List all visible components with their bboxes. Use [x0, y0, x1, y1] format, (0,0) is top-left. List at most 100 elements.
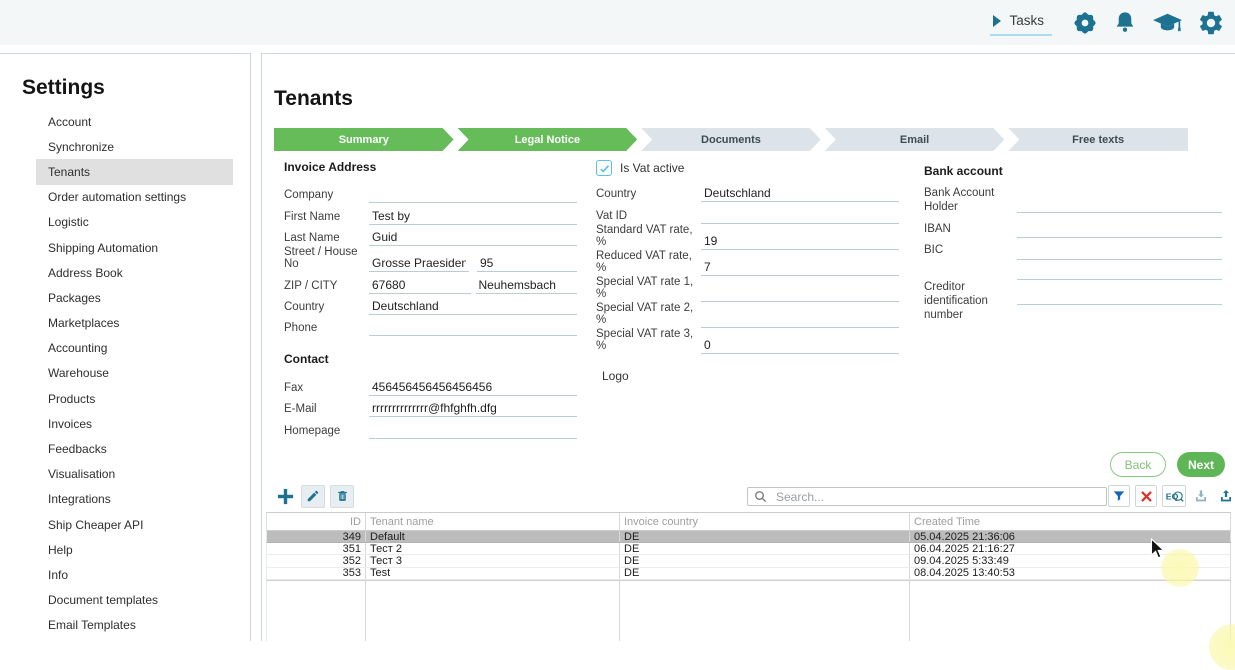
- tab-summary[interactable]: Summary: [274, 128, 454, 151]
- download-button[interactable]: [1191, 486, 1211, 506]
- tenants-table: ID Tenant name Invoice country Created T…: [266, 512, 1231, 641]
- sidebar-item-info[interactable]: Info: [48, 567, 69, 582]
- table-header-row: ID Tenant name Invoice country Created T…: [266, 512, 1231, 531]
- clear-x-icon: [1140, 490, 1152, 502]
- cell-id: 353: [267, 567, 366, 579]
- bank-account-section: Bank account Bank Account Holder IBAN BI…: [924, 164, 1222, 325]
- invoice-address-section: Invoice Address Company First Name Last …: [284, 160, 577, 439]
- special-vat-rate-3-field[interactable]: [701, 336, 899, 354]
- house-no-field[interactable]: [477, 255, 577, 273]
- email-field[interactable]: [369, 400, 577, 418]
- sidebar-item-integrations[interactable]: Integrations: [48, 492, 111, 507]
- sidebar-item-products[interactable]: Products: [48, 391, 96, 406]
- is-vat-active-checkbox[interactable]: [596, 160, 612, 176]
- sidebar-item-packages[interactable]: Packages: [48, 290, 101, 305]
- search-input[interactable]: [774, 488, 1102, 505]
- last-name-label: Last Name: [284, 232, 340, 245]
- first-name-field[interactable]: [369, 207, 577, 225]
- zip-field[interactable]: [369, 276, 471, 294]
- sidebar-item-accounting[interactable]: Accounting: [48, 341, 108, 356]
- sidebar-item-help[interactable]: Help: [48, 542, 73, 557]
- table-row[interactable]: 349 Default DE 05.04.2025 21:36:06: [266, 531, 1231, 544]
- street-house-label: Street / House No: [284, 246, 358, 271]
- table-empty-area: [266, 579, 1231, 641]
- graduation-cap-icon[interactable]: [1151, 11, 1184, 35]
- gear-icon[interactable]: [1197, 9, 1225, 37]
- tab-free-texts[interactable]: Free texts: [1008, 128, 1188, 151]
- bank-holder-label: Bank Account Holder: [924, 187, 995, 214]
- back-button[interactable]: Back: [1110, 452, 1166, 477]
- search-icon: [755, 491, 767, 503]
- sidebar-item-email-templates[interactable]: Email Templates: [48, 618, 136, 633]
- sidebar-item-document-templates[interactable]: Document templates: [48, 593, 159, 608]
- creditor-id-field[interactable]: [1017, 287, 1222, 305]
- column-header-invoice-country[interactable]: Invoice country: [620, 513, 910, 530]
- upload-icon: [1221, 490, 1231, 502]
- table-row[interactable]: 353 Test DE 08.04.2025 13:40:53: [266, 567, 1231, 580]
- city-field[interactable]: [475, 276, 577, 294]
- column-header-created-time[interactable]: Created Time: [910, 513, 1231, 530]
- special-vat-rate-1-field[interactable]: [701, 284, 899, 302]
- sidebar-item-feedbacks[interactable]: Feedbacks: [48, 442, 107, 457]
- sidebar-item-address-book[interactable]: Address Book: [48, 265, 123, 280]
- logo-label: Logo: [602, 368, 629, 383]
- homepage-label: Homepage: [284, 424, 341, 437]
- sidebar-item-warehouse[interactable]: Warehouse: [48, 366, 109, 381]
- vat-id-field[interactable]: [701, 206, 899, 224]
- table-row[interactable]: 351 Тест 2 DE 06.04.2025 21:16:27: [266, 543, 1231, 556]
- country-field[interactable]: [369, 297, 577, 315]
- company-field[interactable]: [369, 186, 577, 204]
- bic-field[interactable]: [1017, 242, 1222, 260]
- sidebar-item-synchronize[interactable]: Synchronize: [48, 139, 115, 154]
- wizard-actions: Back Next: [1110, 452, 1225, 477]
- bank-holder-field[interactable]: [1017, 195, 1222, 213]
- sidebar-item-ship-cheaper-api[interactable]: Ship Cheaper API: [48, 517, 144, 532]
- column-header-tenant-name[interactable]: Tenant name: [366, 513, 620, 530]
- filter-button[interactable]: [1108, 485, 1130, 507]
- advanced-search-button[interactable]: EQ: [1162, 485, 1186, 507]
- edit-tenant-button[interactable]: [301, 484, 325, 508]
- vat-country-field[interactable]: [701, 185, 899, 203]
- tab-legal-notice[interactable]: Legal Notice: [458, 128, 638, 151]
- sidebar-item-shipping-automation[interactable]: Shipping Automation: [48, 240, 159, 255]
- next-button[interactable]: Next: [1177, 452, 1225, 477]
- street-field[interactable]: [369, 255, 469, 273]
- page-title: Tenants: [274, 87, 353, 110]
- special-vat-rate-2-field[interactable]: [701, 310, 899, 328]
- add-tenant-button[interactable]: [274, 485, 296, 507]
- reduced-vat-rate-field[interactable]: [701, 258, 899, 276]
- table-row[interactable]: 352 Тест 3 DE 09.04.2025 5:33:49: [266, 555, 1231, 568]
- cell-invoice-country: DE: [620, 543, 910, 555]
- vat-section: Is Vat active Country Vat ID Standard VA…: [596, 157, 899, 383]
- cell-created-time: 06.04.2025 21:16:27: [910, 543, 1231, 555]
- sidebar-item-marketplaces[interactable]: Marketplaces: [48, 316, 120, 331]
- fax-field[interactable]: [369, 378, 577, 396]
- iban-field[interactable]: [1017, 221, 1222, 239]
- upload-button[interactable]: [1216, 486, 1235, 506]
- sidebar-item-logistic[interactable]: Logistic: [48, 215, 89, 230]
- homepage-field[interactable]: [369, 421, 577, 439]
- sidebar-item-order-automation-settings[interactable]: Order automation settings: [48, 190, 187, 205]
- phone-field[interactable]: [369, 319, 577, 337]
- sidebar-item-tenants[interactable]: Tenants: [36, 159, 233, 185]
- clear-filter-button[interactable]: [1135, 485, 1157, 507]
- bell-icon[interactable]: [1112, 10, 1138, 36]
- tab-email[interactable]: Email: [825, 128, 1005, 151]
- download-icon: [1196, 490, 1206, 502]
- delete-tenant-button[interactable]: [330, 484, 354, 508]
- sun-icon[interactable]: [1071, 9, 1099, 37]
- tasks-toggle[interactable]: Tasks: [990, 9, 1052, 36]
- tenants-main-panel: Tenants Summary Legal Notice Documents E…: [261, 53, 1235, 641]
- tab-documents[interactable]: Documents: [641, 128, 821, 151]
- sidebar-item-account[interactable]: Account: [48, 114, 92, 129]
- cell-id: 351: [267, 543, 366, 555]
- email-label: E-Mail: [284, 403, 317, 416]
- is-vat-active-label: Is Vat active: [620, 161, 685, 175]
- column-header-id[interactable]: ID: [267, 513, 366, 530]
- last-name-field[interactable]: [369, 229, 577, 247]
- bank-extra-field[interactable]: [1017, 262, 1222, 280]
- sidebar-item-invoices[interactable]: Invoices: [48, 416, 93, 431]
- sidebar-item-visualisation[interactable]: Visualisation: [48, 467, 116, 482]
- vat-country-label: Country: [596, 188, 637, 201]
- standard-vat-rate-field[interactable]: [701, 232, 899, 250]
